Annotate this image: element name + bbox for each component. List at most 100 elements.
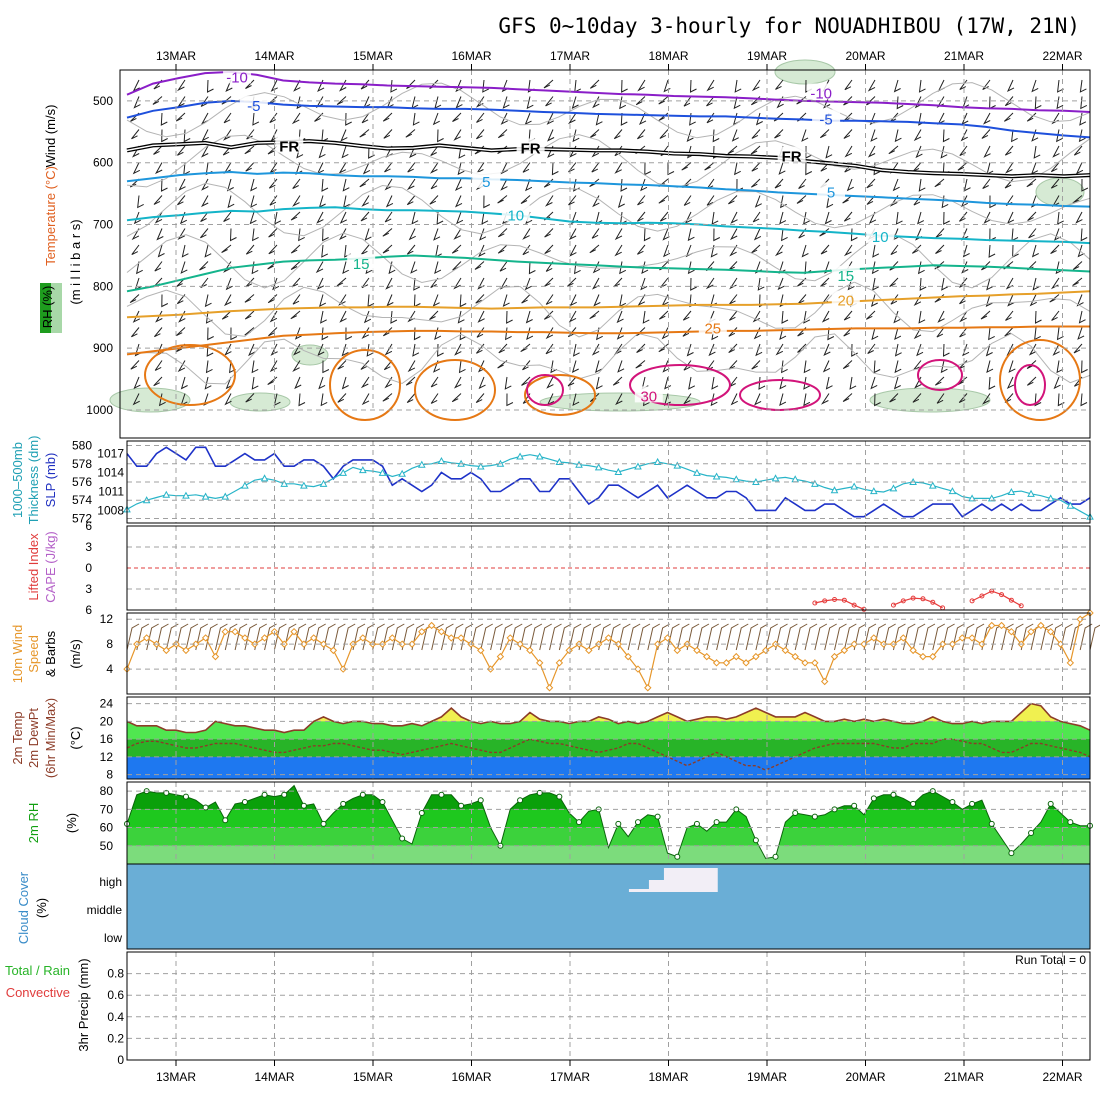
wind-barb <box>245 393 255 403</box>
temp-mask <box>127 697 1090 733</box>
rh-point <box>1028 830 1035 837</box>
wind-barb <box>1049 294 1060 303</box>
wind-barb <box>382 244 393 254</box>
wind-barb <box>730 211 738 224</box>
wind-barb <box>729 244 738 257</box>
rh-point <box>536 789 543 796</box>
wind-barb <box>775 343 784 356</box>
wind10-point <box>929 652 937 661</box>
isotherm--5 <box>126 99 1091 139</box>
wind-barb <box>545 343 554 355</box>
wind-barb <box>684 211 693 224</box>
wind-barb <box>437 129 444 143</box>
wind-barb <box>337 393 347 403</box>
wind-barb <box>525 310 533 324</box>
wind-barb <box>131 129 140 140</box>
temp-tick-12: 12 <box>100 750 114 764</box>
rh-point <box>202 804 209 811</box>
wind-barb <box>1034 327 1041 341</box>
wind-barb <box>290 310 301 320</box>
wind-barb <box>154 261 163 272</box>
wind-tick-12: 12 <box>100 612 114 626</box>
wind-barb <box>407 162 416 173</box>
wind10-point <box>742 659 750 667</box>
wind-barb <box>659 211 669 222</box>
isotherm-label-bg <box>777 146 806 163</box>
wind-barb <box>867 343 876 354</box>
wind-barb <box>850 228 858 242</box>
thickness-point <box>516 452 524 460</box>
wind-barb <box>1072 277 1083 286</box>
isotherm-label--10: -10 <box>810 85 832 102</box>
wind-barb <box>433 228 441 241</box>
wind-barb <box>843 310 853 321</box>
wind10-barb <box>460 623 474 651</box>
wind-barb <box>244 327 255 336</box>
wind-barb <box>178 178 186 191</box>
wind-barb <box>777 277 785 291</box>
precip-tick-0.8: 0.8 <box>107 967 124 981</box>
rh-blob-3 <box>869 387 991 413</box>
wind10-barb <box>902 623 916 651</box>
wind-barb <box>778 162 786 175</box>
wind10-barb <box>745 623 759 651</box>
wind-barb <box>981 129 991 139</box>
wind10-point <box>722 659 731 667</box>
wind-barb <box>383 360 393 371</box>
wind-barb <box>870 129 878 142</box>
wind-barb <box>482 79 490 93</box>
label-temperature: Temperature (°C) <box>43 166 58 266</box>
wind-barb <box>569 294 577 307</box>
rh-band-2 <box>127 809 1090 828</box>
wind-barb <box>637 79 646 92</box>
isotherm-label-bg <box>812 109 841 126</box>
wind10-barb <box>932 623 946 651</box>
wind-barb <box>708 343 716 357</box>
wind-barb <box>497 244 508 254</box>
rh-tick-80: 80 <box>100 784 114 798</box>
wind-barb <box>637 195 646 206</box>
date-bottom-18MAR: 18MAR <box>648 1070 688 1084</box>
wind-barb <box>546 112 554 125</box>
wind-barb <box>506 310 513 324</box>
wind10-barb <box>794 623 808 651</box>
wind-barb <box>1010 129 1018 143</box>
isotherm-label--5: -5 <box>819 111 832 128</box>
rh-point <box>969 800 976 807</box>
wind10-point <box>968 634 976 642</box>
wind-barb <box>616 327 624 340</box>
wind10-barb <box>666 623 680 651</box>
wind-barb <box>270 79 278 92</box>
wind-barb <box>1031 79 1039 93</box>
wind-barb <box>223 112 232 124</box>
isotherm-label-bg <box>817 182 846 199</box>
wind-barb <box>454 343 462 356</box>
wind10-point <box>359 634 367 642</box>
wind-barb <box>292 360 301 372</box>
warm-contour <box>524 374 596 416</box>
wind-barb <box>436 211 444 225</box>
frame-panel-5 <box>126 863 1091 950</box>
wind-barb <box>842 360 853 370</box>
wind-barb <box>500 178 508 191</box>
rh-point <box>517 797 524 804</box>
li-tick-6: 6 <box>85 603 92 617</box>
wind10-barb <box>814 623 828 651</box>
wind-barb <box>1050 244 1060 255</box>
wind-barb <box>382 393 393 402</box>
wind-barb <box>390 79 398 93</box>
wind-barb <box>1056 327 1064 341</box>
wind-barb <box>316 162 325 175</box>
wind-barb <box>663 79 671 93</box>
wind-barb <box>733 96 741 110</box>
wind-barb <box>245 277 255 288</box>
wind-barb <box>596 327 603 341</box>
rh-point <box>851 802 858 809</box>
wind-barb <box>823 96 831 109</box>
wind-barb <box>413 327 421 341</box>
wind-barb <box>658 96 669 105</box>
wind-barb <box>981 393 991 405</box>
isotherm-20 <box>126 290 1091 319</box>
slp-tick-1014: 1014 <box>97 466 124 480</box>
wind-barb <box>292 178 301 189</box>
